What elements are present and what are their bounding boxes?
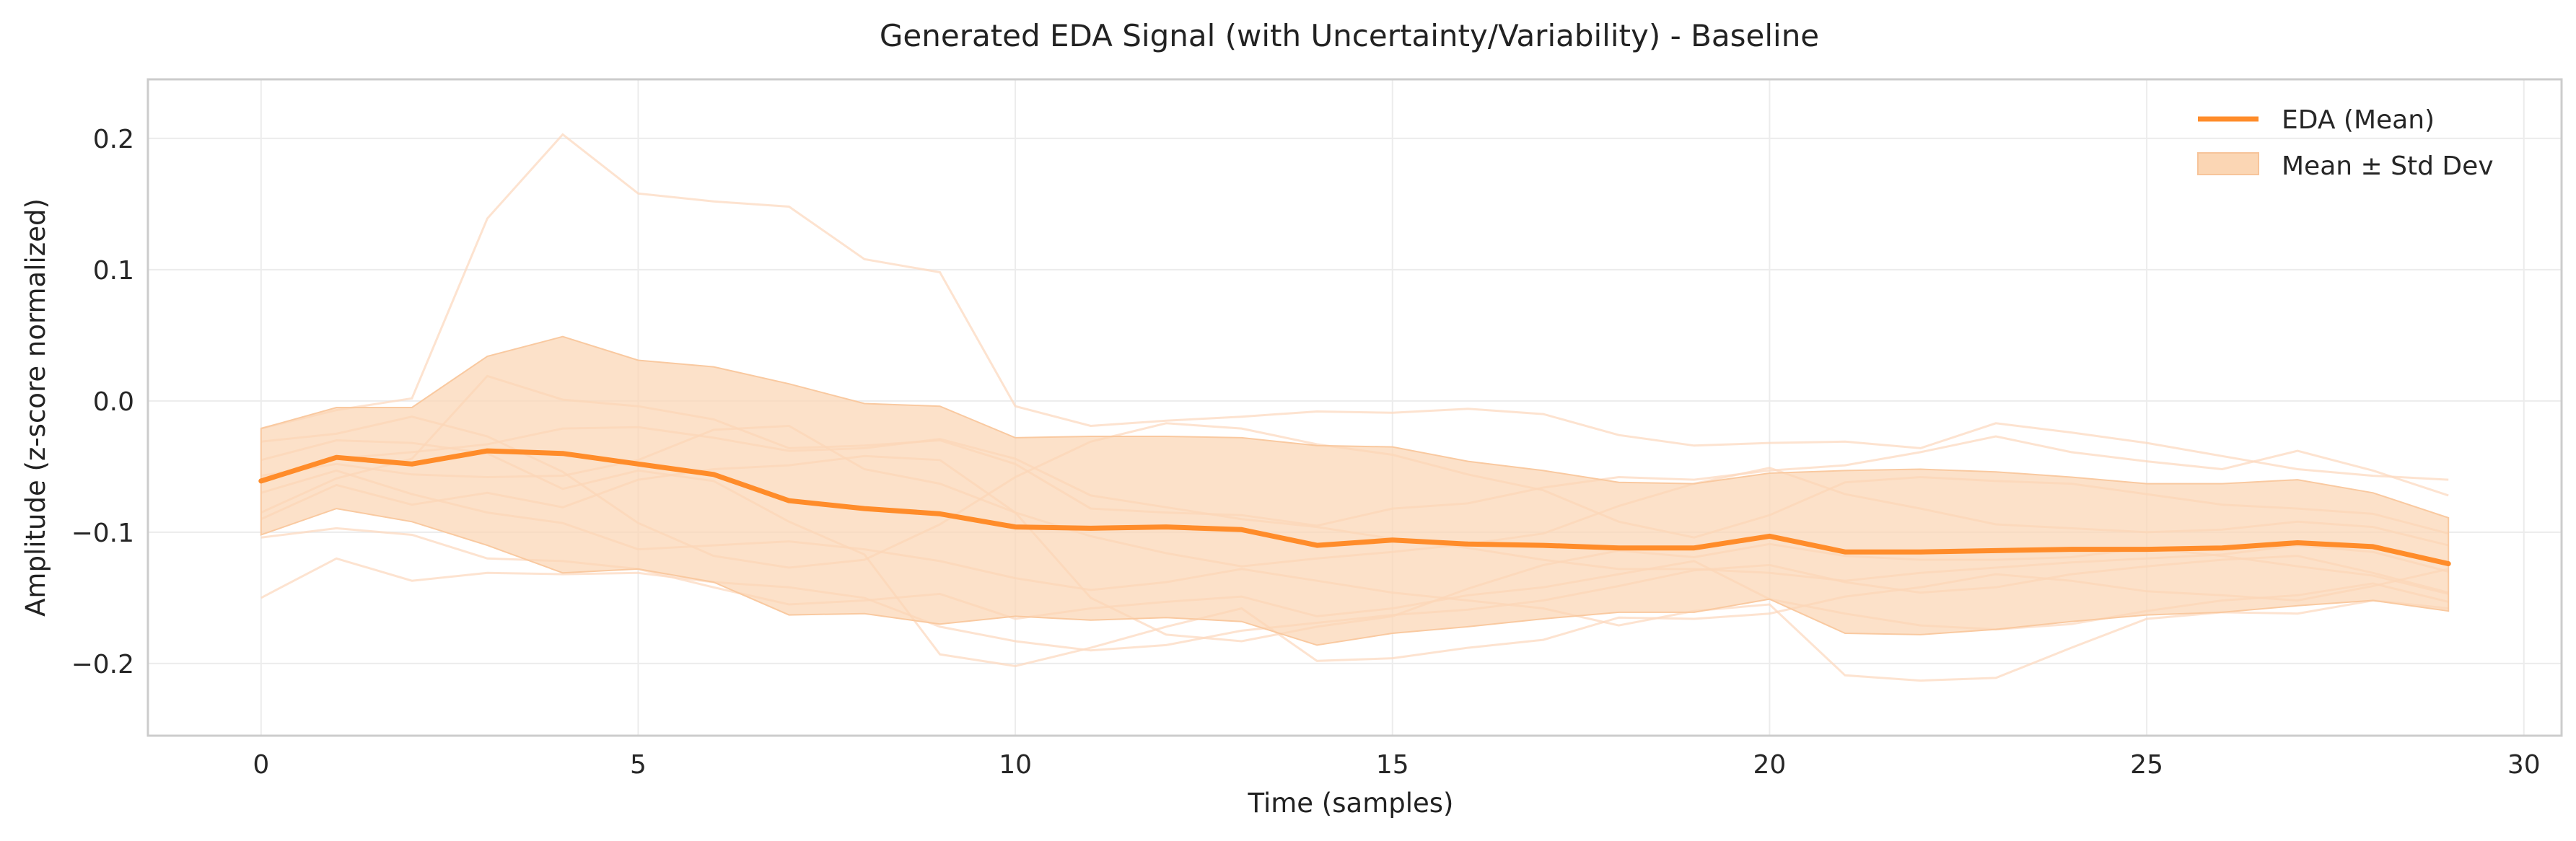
x-axis-ticks: 0 5 10 15 20 25 30 [253, 750, 2540, 780]
x-tick-label: 5 [630, 750, 647, 780]
y-axis-ticks: 0.2 0.1 0.0 −0.1 −0.2 [71, 125, 134, 679]
sample-trace [260, 133, 2449, 481]
x-tick-label: 30 [2507, 750, 2541, 780]
plot-frame [146, 78, 2563, 737]
legend-label-mean: EDA (Mean) [2282, 105, 2435, 135]
y-tick-label: −0.2 [71, 650, 134, 679]
y-tick-label: 0.1 [93, 256, 134, 286]
mean-line [258, 448, 2451, 567]
std-dev-band [260, 335, 2450, 646]
x-tick-label: 0 [253, 750, 269, 780]
x-tick-label: 10 [999, 750, 1032, 780]
x-axis-label: Time (samples) [1248, 788, 1454, 819]
legend: EDA (Mean) Mean ± Std Dev [2197, 105, 2494, 181]
y-tick-label: 0.0 [93, 387, 134, 417]
y-tick-label: −0.1 [71, 519, 134, 548]
y-axis-label: Amplitude (z-score normalized) [20, 198, 51, 617]
x-tick-label: 15 [1376, 750, 1409, 780]
y-tick-label: 0.2 [93, 125, 134, 154]
legend-label-band: Mean ± Std Dev [2282, 151, 2494, 181]
legend-swatch-band [2197, 152, 2259, 175]
x-tick-label: 20 [1753, 750, 1787, 780]
chart-title: Generated EDA Signal (with Uncertainty/V… [880, 18, 1819, 53]
x-tick-label: 25 [2130, 750, 2163, 780]
plot-area [146, 78, 2563, 737]
